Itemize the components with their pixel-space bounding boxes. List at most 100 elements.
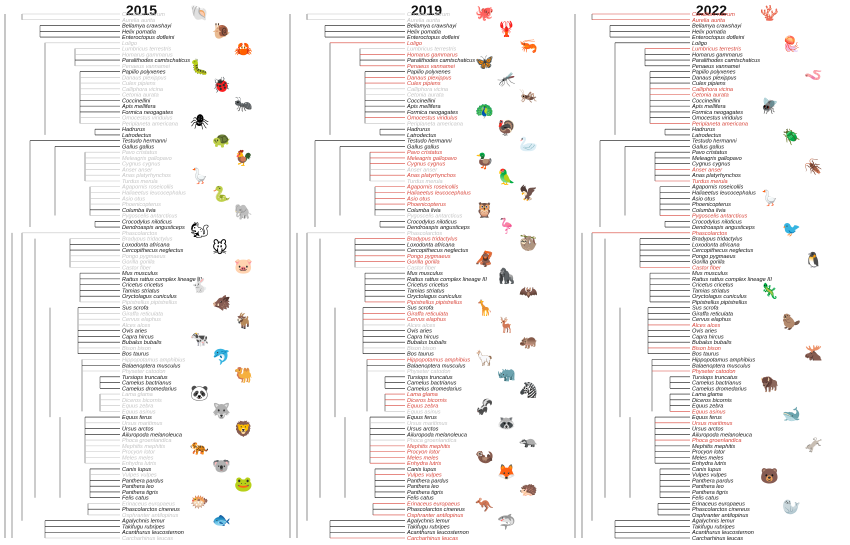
species-label: Bubalus bubalis: [692, 340, 732, 346]
species-label: Turdus merula: [692, 179, 728, 185]
shrimp-icon: 🦐: [519, 36, 538, 55]
species-label: Equus ferus: [122, 415, 152, 421]
species-label: Pipistrellus pipistrellus: [692, 300, 747, 306]
species-label: Mephitis mephitis: [122, 444, 165, 450]
species-label: Equus zebra: [407, 404, 438, 410]
species-label: Capra hircus: [407, 334, 439, 340]
ladybug-icon: 🐞: [212, 76, 231, 95]
species-label: Turdus merula: [122, 179, 158, 185]
caterpillar-icon: 🐛: [190, 58, 209, 77]
species-label: Pongo pygmaeus: [122, 254, 166, 260]
species-label: Enhydra lutris: [122, 461, 156, 467]
species-label: Agapornis roseicollis: [121, 185, 174, 191]
species-label: Loxodonta africana: [692, 242, 740, 248]
species-label: Tursiops truncatus: [407, 375, 453, 381]
species-label: Haliaeetus leucocephalus: [692, 191, 756, 197]
sloth-icon: 🦥: [519, 233, 538, 252]
species-label: Apis mellifera: [121, 104, 156, 110]
species-label: Asio otus: [406, 196, 430, 202]
species-label: Hippopotamus amphibius: [692, 357, 755, 363]
species-label: Takifugu rubripes: [692, 524, 735, 530]
species-label: Homarus gammarus: [407, 52, 458, 58]
species-label: Aurelia aurita: [121, 18, 155, 24]
species-label: Periplaneta americana: [122, 121, 178, 127]
species-label: Equus zebra: [122, 404, 153, 410]
mouse-icon: 🐭: [212, 239, 228, 258]
species-label: Agalychnis lemur: [121, 519, 166, 525]
species-label: Papilio polyxenes: [407, 70, 451, 76]
species-label: Corallium rubrum: [122, 12, 165, 18]
species-label: Dendroaspis angusticeps: [407, 225, 470, 231]
species-label: Cervus elaphus: [407, 317, 446, 323]
bison-icon: 🦬: [760, 374, 779, 393]
species-label: Asio otus: [121, 196, 145, 202]
moose-icon: 🫎: [804, 343, 823, 362]
chicken-icon: 🐓: [234, 148, 253, 167]
species-label: Dendroaspis angusticeps: [692, 225, 755, 231]
species-label: Tursiops truncatus: [122, 375, 168, 381]
peacock-icon: 🦚: [475, 102, 494, 121]
species-label: Cygnus cygnus: [692, 162, 730, 168]
goat-icon: 🐐: [234, 311, 253, 330]
shark-icon: 🦈: [497, 512, 516, 531]
species-label: Loxodonta africana: [122, 242, 170, 248]
species-label: Meleagris gallopavo: [407, 156, 457, 162]
species-label: Felis catus: [407, 496, 434, 502]
species-label: Coccinellini: [692, 98, 721, 104]
species-label: Testudo hermanni: [692, 139, 737, 145]
species-label: Helix pomatia: [692, 29, 726, 35]
species-label: Bison bison: [407, 346, 436, 352]
species-label: Hadrurus: [692, 127, 715, 133]
species-label: Latrodectus: [692, 133, 721, 139]
year-title-2015: 2015: [125, 2, 158, 18]
species-label: Pygoscelis antarcticus: [122, 214, 178, 220]
species-label: Bradypus tridactylus: [122, 237, 173, 243]
species-label: Columba livia: [122, 208, 156, 214]
species-label: Homarus gammarus: [692, 52, 743, 58]
species-label: Cervus elaphus: [122, 317, 161, 323]
species-label: Rattus rattus complex lineage III: [122, 277, 202, 283]
species-label: Rattus rattus complex lineage III: [692, 277, 772, 283]
species-label: Paralithodes camtschaticus: [692, 58, 760, 64]
species-label: Camelus dromedarius: [407, 386, 462, 392]
species-label: Bubalus bubalis: [122, 340, 162, 346]
species-label: Cricetus cricetus: [122, 283, 164, 289]
lion-icon: 🦁: [234, 420, 253, 439]
species-label: Danaus plexippus: [122, 75, 167, 81]
species-label: Cetonia aurata: [407, 93, 444, 99]
species-label: Dendroaspis angusticeps: [122, 225, 185, 231]
species-label: Alces alces: [691, 323, 720, 329]
species-label: Cygnus cygnus: [122, 162, 160, 168]
species-label: Acanthurus leucosternon: [121, 530, 184, 536]
species-label: Pipistrellus pipistrellus: [122, 300, 177, 306]
species-label: Acanthurus leucosternon: [691, 530, 754, 536]
raccoon-icon: 🦝: [497, 414, 516, 433]
species-label: Asio otus: [691, 196, 715, 202]
jellyfish-icon: 🪼: [782, 34, 801, 53]
species-label: Lumbricus terrestris: [692, 47, 741, 53]
species-label: Cricetus cricetus: [692, 283, 734, 289]
species-label: Phascolarctos: [407, 231, 442, 237]
boar-icon: 🐗: [212, 293, 231, 312]
species-label: Anas platyrhynchos: [406, 173, 456, 179]
species-label: Canis lupus: [407, 467, 436, 473]
species-label: Gallus gallus: [692, 144, 724, 150]
species-label: Papilio polyxenes: [122, 70, 166, 76]
species-label: Testudo hermanni: [407, 139, 452, 145]
cricket-icon: 🦗: [519, 86, 538, 105]
species-label: Crocodylus niloticus: [692, 219, 742, 225]
species-label: Balaenoptera musculus: [407, 363, 466, 369]
species-label: Osphranter antilopinus: [122, 513, 178, 519]
species-label: Anser anser: [121, 167, 153, 173]
species-label: Coccinellini: [122, 98, 151, 104]
species-label: Felis catus: [122, 496, 149, 502]
species-label: Hadrurus: [122, 127, 145, 133]
species-label: Ursus maritimus: [122, 421, 163, 427]
beaver-icon: 🦫: [782, 312, 801, 331]
species-label: Phoca groenlandica: [407, 438, 456, 444]
species-label: Formica neogagates: [407, 110, 458, 116]
llama-icon: 🦙: [475, 348, 494, 367]
species-label: Ailuropoda melanoleuca: [691, 432, 752, 438]
species-label: Erinaceus europaeus: [692, 501, 745, 507]
